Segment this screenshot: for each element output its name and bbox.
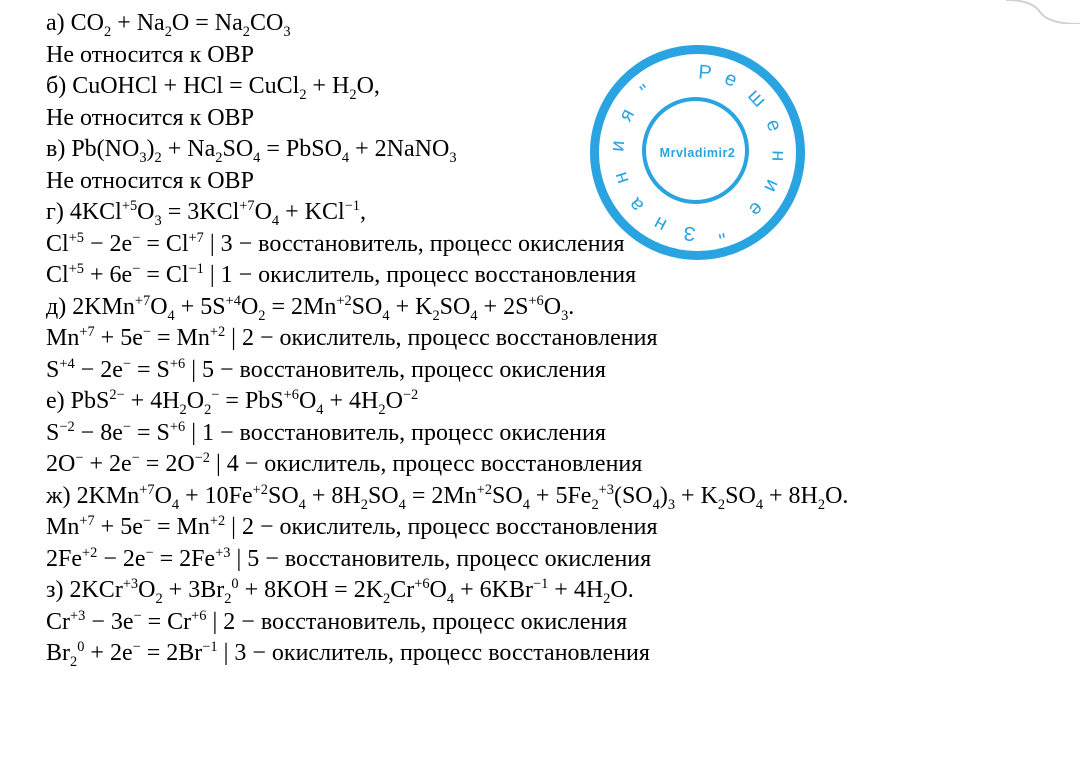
line-g2: Cl+5 − 2e− = Cl+7 | 3 − восстановитель, … xyxy=(46,229,1080,261)
line-d2: Mn+7 + 5e− = Mn+2 | 2 − окислитель, проц… xyxy=(46,323,1080,355)
line-zh: ж) 2KMn+7O4 + 10Fe+2SO4 + 8H2SO4 = 2Mn+2… xyxy=(46,481,1080,513)
line-e3: 2O− + 2e− = 2O−2 | 4 − окислитель, проце… xyxy=(46,449,1080,481)
equation-lines: а) CO2 + Na2O = Na2CO3 Не относится к ОВ… xyxy=(46,8,1080,670)
line-v2: Не относится к ОВР xyxy=(46,166,1080,198)
page: Mrvladimir2 Решение"Знания" а) CO2 + Na2… xyxy=(0,0,1080,776)
line-z2: Cr+3 − 3e− = Cr+6 | 2 − восстановитель, … xyxy=(46,607,1080,639)
line-e2: S−2 − 8e− = S+6 | 1 − восстановитель, пр… xyxy=(46,418,1080,450)
line-v: в) Pb(NO3)2 + Na2SO4 = PbSO4 + 2NaNO3 xyxy=(46,134,1080,166)
line-zh3: 2Fe+2 − 2e− = 2Fe+3 | 5 − восстановитель… xyxy=(46,544,1080,576)
line-e: е) PbS2− + 4H2O2− = PbS+6O4 + 4H2O−2 xyxy=(46,386,1080,418)
line-d: д) 2KMn+7O4 + 5S+4O2 = 2Mn+2SO4 + K2SO4 … xyxy=(46,292,1080,324)
line-b: б) CuOHCl + HCl = CuCl2 + H2O, xyxy=(46,71,1080,103)
line-zh2: Mn+7 + 5e− = Mn+2 | 2 − окислитель, проц… xyxy=(46,512,1080,544)
line-b2: Не относится к ОВР xyxy=(46,103,1080,135)
line-d3: S+4 − 2e− = S+6 | 5 − восстановитель, пр… xyxy=(46,355,1080,387)
line-g: г) 4KCl+5O3 = 3KCl+7O4 + KCl−1, xyxy=(46,197,1080,229)
line-g3: Cl+5 + 6e− = Cl−1 | 1 − окислитель, проц… xyxy=(46,260,1080,292)
line-a: а) CO2 + Na2O = Na2CO3 xyxy=(46,8,1080,40)
line-z3: Br20 + 2e− = 2Br−1 | 3 − окислитель, про… xyxy=(46,638,1080,670)
line-a2: Не относится к ОВР xyxy=(46,40,1080,72)
line-z: з) 2KCr+3O2 + 3Br20 + 8KOH = 2K2Cr+6O4 +… xyxy=(46,575,1080,607)
